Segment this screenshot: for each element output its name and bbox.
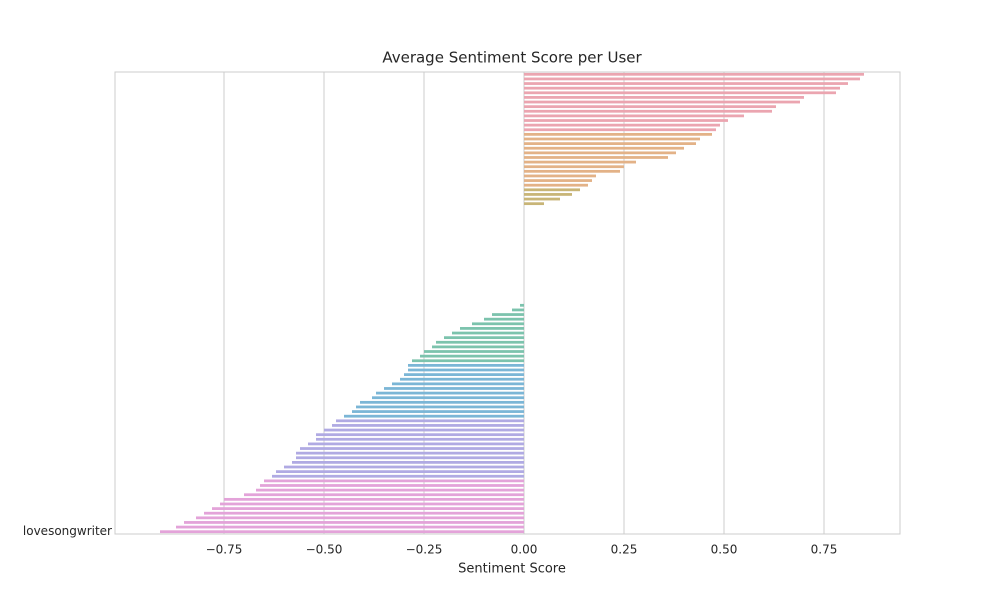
x-tick-label: 0.25 bbox=[611, 543, 638, 557]
bar bbox=[460, 327, 524, 330]
bar bbox=[472, 322, 524, 326]
bar bbox=[404, 373, 524, 376]
bar bbox=[204, 511, 524, 515]
bar bbox=[160, 530, 524, 534]
bar bbox=[524, 137, 700, 141]
bar bbox=[212, 507, 524, 510]
x-axis-label: Sentiment Score bbox=[458, 562, 566, 577]
bar bbox=[524, 197, 560, 201]
bar bbox=[452, 331, 524, 335]
bar bbox=[524, 86, 840, 90]
bar bbox=[332, 424, 524, 427]
y-tick-label: lovesongwriter bbox=[23, 524, 112, 538]
x-tick-label: −0.50 bbox=[306, 543, 343, 557]
bar bbox=[444, 336, 524, 340]
bar bbox=[524, 183, 588, 187]
bar bbox=[300, 447, 524, 450]
bar bbox=[524, 193, 572, 196]
bar bbox=[524, 188, 580, 192]
bar bbox=[184, 521, 524, 524]
bar bbox=[392, 382, 524, 386]
bar bbox=[524, 160, 636, 164]
bar bbox=[384, 387, 524, 390]
bar bbox=[524, 105, 776, 109]
bar bbox=[176, 525, 524, 529]
bar bbox=[524, 77, 860, 81]
bar bbox=[296, 451, 524, 455]
bar bbox=[524, 109, 772, 113]
bar bbox=[276, 470, 524, 474]
x-tick-label: 0.50 bbox=[711, 543, 738, 557]
bar bbox=[244, 493, 524, 497]
bar bbox=[524, 128, 716, 132]
x-tick-label: 0.75 bbox=[811, 543, 838, 557]
bar bbox=[524, 151, 676, 155]
plot-frame bbox=[114, 71, 901, 535]
bar bbox=[408, 363, 524, 367]
bar bbox=[372, 396, 524, 400]
bar bbox=[196, 516, 524, 520]
bar bbox=[436, 340, 524, 344]
bar bbox=[292, 461, 524, 464]
bar bbox=[524, 156, 668, 159]
bar bbox=[356, 405, 524, 409]
bar bbox=[308, 442, 524, 446]
bar bbox=[264, 479, 524, 483]
bar bbox=[360, 400, 524, 404]
x-tick-label: −0.25 bbox=[406, 543, 443, 557]
bar bbox=[344, 414, 524, 418]
bar bbox=[524, 179, 592, 182]
bar bbox=[408, 368, 524, 372]
bar bbox=[524, 91, 836, 95]
bar bbox=[256, 488, 524, 492]
bar bbox=[484, 317, 524, 321]
bar bbox=[220, 502, 524, 506]
bar bbox=[524, 146, 684, 150]
bar bbox=[296, 456, 524, 460]
bar bbox=[492, 313, 524, 316]
bar bbox=[524, 174, 596, 178]
bar bbox=[420, 354, 524, 358]
bar bbox=[424, 350, 524, 353]
bar bbox=[524, 202, 544, 206]
bar bbox=[260, 484, 524, 487]
bar bbox=[336, 419, 524, 423]
bar bbox=[524, 100, 800, 104]
bar bbox=[524, 82, 848, 85]
bar bbox=[316, 433, 524, 437]
bar bbox=[524, 119, 728, 122]
bar bbox=[524, 72, 864, 76]
bar bbox=[224, 497, 524, 501]
bar bbox=[524, 123, 720, 127]
bar bbox=[524, 165, 624, 169]
bar bbox=[432, 345, 524, 349]
bar bbox=[412, 359, 524, 363]
chart-title: Average Sentiment Score per User bbox=[382, 49, 642, 67]
bar bbox=[316, 437, 524, 441]
bar bbox=[284, 465, 524, 469]
bar bbox=[524, 132, 712, 136]
bar bbox=[520, 303, 524, 307]
bar bbox=[352, 410, 524, 413]
bar bbox=[524, 114, 744, 118]
bar bbox=[524, 169, 620, 173]
bar bbox=[400, 377, 524, 381]
bar bbox=[272, 474, 524, 478]
bar bbox=[524, 142, 696, 145]
bar bbox=[512, 308, 524, 312]
x-tick-label: −0.75 bbox=[206, 543, 243, 557]
x-tick-label: 0.00 bbox=[511, 543, 538, 557]
bar bbox=[324, 428, 524, 432]
bar bbox=[524, 96, 804, 99]
bar bbox=[376, 391, 524, 395]
